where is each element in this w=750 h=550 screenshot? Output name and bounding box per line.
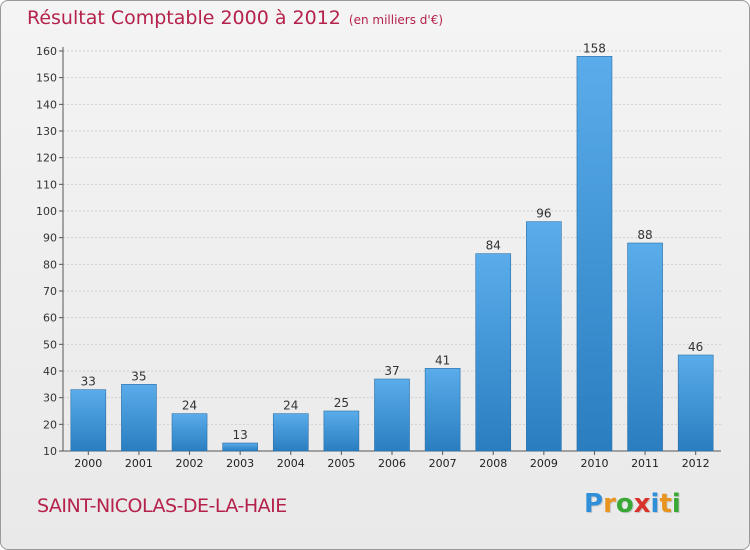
bar-2000 [70,389,107,452]
bar-2011 [627,242,663,452]
y-tick-label: 150 [36,72,57,85]
chart-title: Résultat Comptable 2000 à 2012 (en millie… [27,7,443,29]
bar-2009 [526,221,562,452]
logo-letter: i [650,489,660,519]
chart-unit: (en milliers d'€) [348,13,444,27]
logo-letter: t [659,489,672,519]
y-tick-label: 120 [36,152,57,165]
bar-2008 [475,253,512,452]
bar-2004 [272,413,309,452]
value-label-2011: 88 [637,228,652,242]
y-tick-label: 60 [43,312,57,325]
value-label-2001: 35 [131,369,146,383]
value-label-2004: 24 [283,399,298,413]
value-label-2003: 13 [233,428,248,442]
value-label-2006: 37 [384,364,399,378]
y-tick-label: 130 [36,125,57,138]
chart-title-text: Résultat Comptable 2000 à 2012 [27,7,341,29]
value-label-2002: 24 [182,399,197,413]
y-tick-label: 110 [36,178,57,191]
bar-2005 [323,410,360,452]
value-label-2012: 46 [688,340,703,354]
bar-2007 [424,368,461,452]
logo-letter: o [615,489,634,519]
proxiti-logo[interactable]: Proxiti [584,489,681,519]
value-label-2010: 158 [583,41,606,55]
bar-2001 [121,384,157,452]
bar-2002 [171,413,208,452]
value-label-2005: 25 [334,396,349,410]
y-tick-label: 30 [43,392,57,405]
y-tick-label: 80 [43,258,57,271]
x-tick-label-2010: 2010 [580,457,608,470]
x-tick-label-2012: 2012 [682,457,710,470]
x-tick-label-2006: 2006 [378,457,406,470]
y-tick-label: 140 [36,98,57,111]
x-tick-label-2009: 2009 [530,457,558,470]
x-tick-label-2003: 2003 [226,457,254,470]
bar-2003 [222,442,258,452]
bar-2006 [374,378,410,452]
value-label-2008: 84 [486,239,501,253]
bar-2010 [576,56,613,452]
y-tick-label: 90 [43,232,57,245]
y-tick-label: 20 [43,418,57,431]
value-label-2007: 41 [435,353,450,367]
axes: 10 20 30 40 50 60 70 80 90 100 110 120 130 140 150 160 2… [36,45,721,470]
x-tick-label-2005: 2005 [327,457,355,470]
x-tick-label-2002: 2002 [176,457,204,470]
logo-letter: i [671,489,681,519]
y-tick-label: 100 [36,205,57,218]
bar-2012 [677,354,714,452]
x-tick-label-2001: 2001 [125,457,153,470]
value-label-2000: 33 [81,375,96,389]
y-tick-label: 40 [43,365,57,378]
logo-letter: r [603,489,616,519]
y-tick-label: 50 [43,338,57,351]
city-name: SAINT-NICOLAS-DE-LA-HAIE [37,495,287,517]
y-tick-label: 70 [43,285,57,298]
logo-letter: x [633,489,651,519]
x-tick-label-2000: 2000 [74,457,102,470]
value-labels: 33 35 24 13 24 25 37 41 84 96 158 88 46 [81,41,704,442]
x-tick-label-2004: 2004 [277,457,305,470]
y-tick-label: 10 [43,445,57,458]
y-tick-label: 160 [36,45,57,58]
x-tick-label-2008: 2008 [479,457,507,470]
bars [70,56,714,452]
value-label-2009: 96 [536,207,551,221]
x-tick-label-2011: 2011 [631,457,659,470]
x-tick-label-2007: 2007 [429,457,457,470]
logo-letter: P [584,489,604,519]
